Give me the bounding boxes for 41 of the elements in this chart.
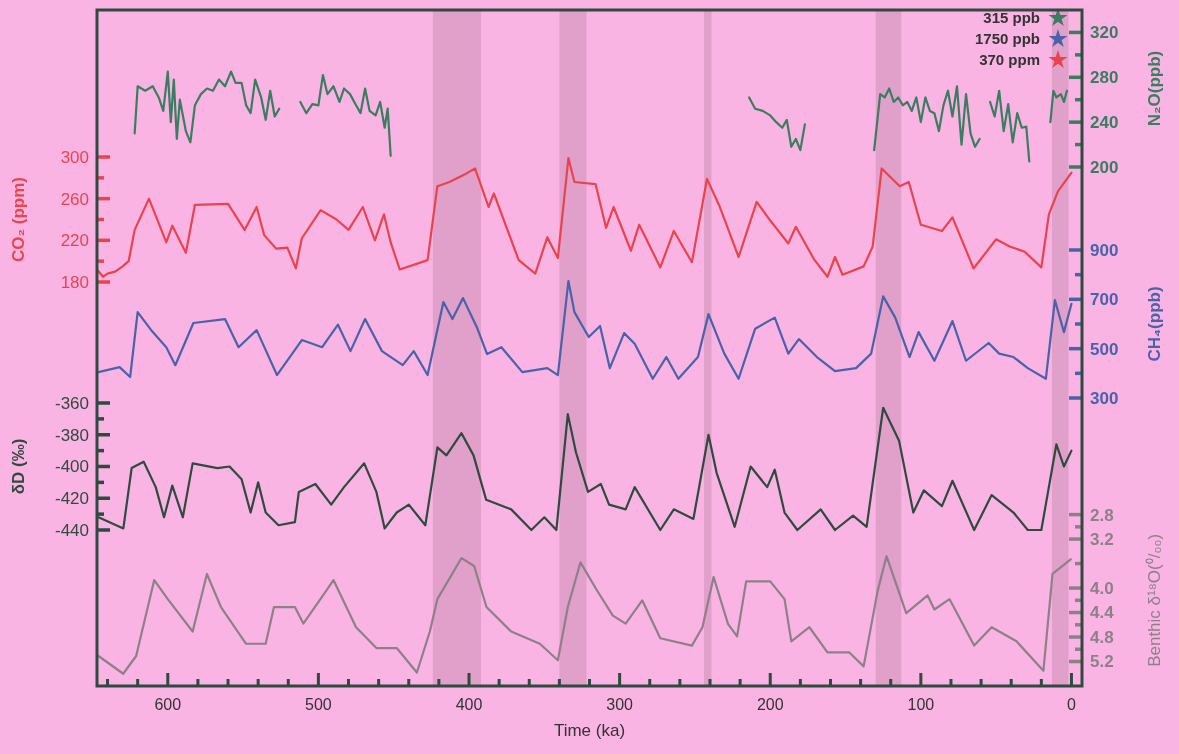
y2-tick-label: 240 [1090,113,1119,133]
y-tick-label: -420 [54,489,89,509]
line-series [97,555,1072,675]
y2-tick-label: 5.2 [1090,652,1114,672]
y2-tick-label: 3.2 [1090,530,1114,550]
y2-tick-label: 4.8 [1090,627,1114,647]
y-tick-label: 180 [60,272,89,292]
y2-tick-label: 280 [1090,68,1119,88]
y2-axis-title: Benthic δ¹⁸O(⁰/₀₀) [1145,533,1164,667]
x-tick-label: 0 [1067,696,1076,713]
y-tick-label: 260 [60,189,89,209]
y2-axis-title: N₂O(ppb) [1145,50,1164,127]
x-tick-label: 500 [305,696,332,713]
y2-tick-label: 900 [1090,240,1119,260]
y2-tick-label: 4.4 [1090,603,1115,623]
y-tick-label: 300 [60,147,89,167]
y-tick-label: -360 [54,393,89,413]
y2-tick-label: 4.0 [1090,579,1114,599]
x-tick-label: 400 [455,696,483,713]
y-axis-title: CO₂ (ppm) [9,177,28,262]
x-tick-label: 200 [756,696,784,713]
annotation: 1750 ppb [974,30,1040,48]
y2-tick-label: 200 [1090,157,1119,177]
line-series [97,279,1073,380]
y2-tick-label: 2.8 [1090,505,1114,525]
y-tick-label: -440 [54,520,89,540]
x-tick-label: 600 [154,696,182,713]
annotation: 370 ppm [979,51,1040,69]
y2-tick-label: 300 [1090,388,1119,408]
y2-axis-title: CH₄(ppb) [1145,286,1164,362]
y-tick-label: -400 [54,457,89,477]
y2-tick-label: 320 [1090,23,1119,43]
x-tick-label: 100 [907,696,935,713]
annotation: 315 ppb [983,9,1040,27]
x-axis-title: Time (ka) [553,721,626,740]
x-tick-label: 300 [606,696,634,713]
y-tick-label: -380 [54,425,89,445]
y2-tick-label: 500 [1090,339,1119,359]
y-tick-label: 220 [60,231,89,251]
y2-tick-label: 700 [1090,290,1119,310]
y-axis-title: δD (‰) [9,438,28,495]
